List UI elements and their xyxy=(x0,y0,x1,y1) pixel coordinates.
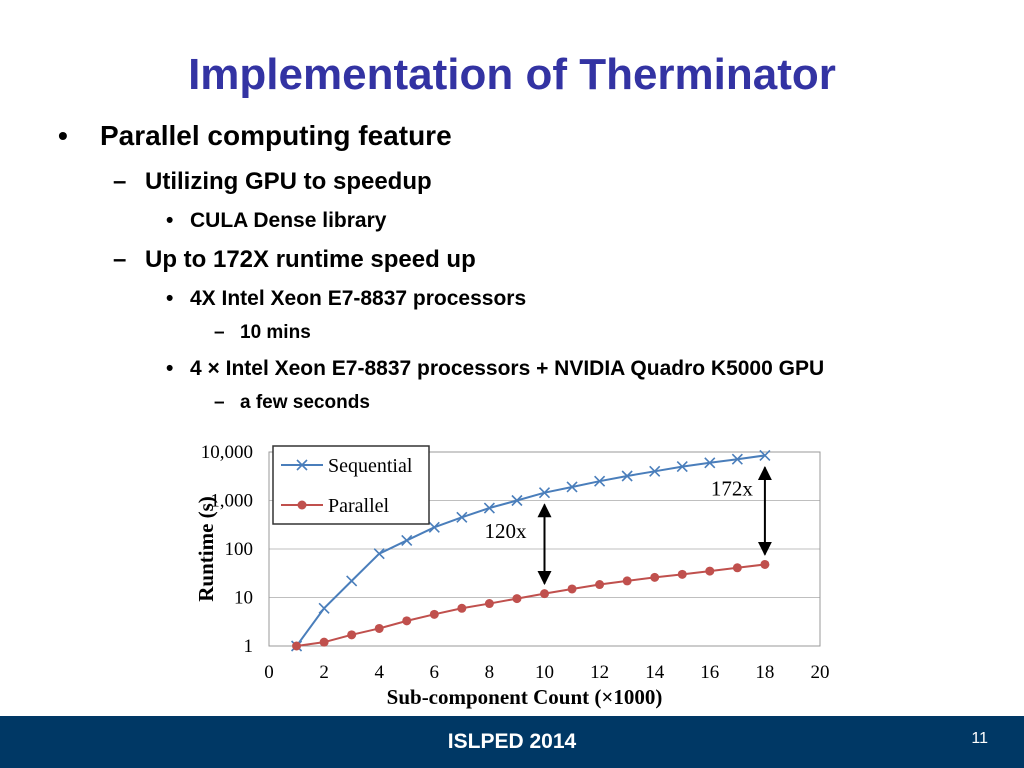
data-point-sequential xyxy=(676,461,688,473)
data-point-parallel xyxy=(760,559,770,569)
footer-bar: ISLPED 2014 11 xyxy=(0,716,1024,768)
bullet-speedup: – Up to 172X runtime speed up xyxy=(113,246,476,274)
bullet-few-seconds: – a few seconds xyxy=(214,392,370,414)
data-point-parallel xyxy=(705,566,715,576)
y-tick-label: 10,000 xyxy=(201,442,253,463)
data-point-sequential xyxy=(649,465,661,477)
data-point-parallel xyxy=(347,630,357,640)
data-point-sequential xyxy=(759,449,771,461)
data-point-sequential xyxy=(401,534,413,547)
legend-marker xyxy=(296,459,308,471)
bullet-marker: • xyxy=(166,357,174,380)
legend-box xyxy=(272,445,430,525)
bullet-marker: – xyxy=(214,392,225,413)
data-point-parallel xyxy=(292,641,302,651)
data-point-sequential xyxy=(511,494,523,507)
bullet-marker: • xyxy=(166,287,174,310)
y-tick-label: 1 xyxy=(244,636,254,657)
data-point-sequential xyxy=(538,487,551,499)
bullet-text: Utilizing GPU to speedup xyxy=(145,168,432,195)
speedup-label: 172x xyxy=(711,476,754,500)
conference-name: ISLPED 2014 xyxy=(447,730,577,753)
bullet-text: Up to 172X runtime speed up xyxy=(145,246,476,273)
data-point-sequential xyxy=(456,511,468,523)
bullet-text: 4X Intel Xeon E7-8837 processors xyxy=(190,287,527,310)
plot-frame xyxy=(268,451,821,647)
data-point-sequential xyxy=(621,470,633,482)
x-tick-label: 8 xyxy=(485,662,495,683)
x-tick-label: 10 xyxy=(535,662,554,683)
data-point-sequential xyxy=(346,575,358,587)
bullet-cpu-only: • 4X Intel Xeon E7-8837 processors xyxy=(166,287,527,311)
x-tick-label: 6 xyxy=(430,662,440,683)
x-tick-label: 20 xyxy=(811,662,830,683)
data-point-parallel xyxy=(484,599,494,609)
y-axis-label: Runtime (s) xyxy=(194,496,218,602)
data-point-parallel xyxy=(512,594,522,604)
x-axis-label: Sub-component Count (×1000) xyxy=(387,685,663,709)
data-point-sequential xyxy=(566,481,578,493)
x-tick-label: 12 xyxy=(590,662,609,683)
bullet-marker: – xyxy=(214,322,225,343)
data-point-sequential xyxy=(704,457,716,469)
x-tick-label: 16 xyxy=(700,662,719,683)
data-point-parallel xyxy=(677,569,687,579)
legend-label: Parallel xyxy=(328,495,390,517)
x-tick-label: 2 xyxy=(319,662,329,683)
legend-marker xyxy=(297,500,307,510)
runtime-chart: 1 10 100 1,000 10,000 0 2 4 6 8 10 12 14 16 18 20 120x… xyxy=(194,442,830,709)
speedup-label: 120x xyxy=(485,519,528,543)
bullet-parallel-computing: • Parallel computing feature xyxy=(58,120,452,152)
bullet-marker: – xyxy=(113,246,127,273)
data-point-parallel xyxy=(429,609,439,619)
data-point-parallel xyxy=(540,589,549,599)
bullet-text: a few seconds xyxy=(240,392,370,413)
x-tick-label: 14 xyxy=(645,662,665,683)
bullet-marker: • xyxy=(166,209,174,232)
bullet-marker: – xyxy=(113,168,127,195)
data-point-parallel xyxy=(622,576,632,586)
x-tick-label: 4 xyxy=(374,662,384,683)
bullet-text: CULA Dense library xyxy=(190,209,387,232)
x-tick-label: 18 xyxy=(755,662,774,683)
bullet-cula-dense: • CULA Dense library xyxy=(166,209,387,233)
series-line-parallel xyxy=(296,563,766,647)
data-point-parallel xyxy=(402,616,412,626)
data-point-sequential xyxy=(373,548,385,560)
data-point-parallel xyxy=(567,584,577,594)
data-point-sequential xyxy=(731,453,743,465)
page-number: 11 xyxy=(971,730,988,747)
bullet-marker: • xyxy=(58,120,68,151)
data-point-sequential xyxy=(483,502,495,514)
data-point-parallel xyxy=(374,623,384,633)
x-tick-label: 0 xyxy=(264,662,274,683)
data-point-parallel xyxy=(319,637,329,647)
data-point-parallel xyxy=(732,563,742,573)
y-tick-label: 1,000 xyxy=(210,491,253,512)
bullet-utilizing-gpu: – Utilizing GPU to speedup xyxy=(113,168,432,196)
data-point-parallel xyxy=(650,572,660,582)
slide-title: Implementation of Therminator xyxy=(188,50,836,99)
bullet-ten-mins: – 10 mins xyxy=(214,322,311,344)
bullet-text: Parallel computing feature xyxy=(100,120,452,151)
y-tick-label: 10 xyxy=(234,588,253,609)
data-point-sequential xyxy=(594,475,606,487)
data-point-sequential xyxy=(428,521,440,533)
bullet-text: 4 × Intel Xeon E7-8837 processors + NVID… xyxy=(190,357,825,380)
data-point-parallel xyxy=(595,580,605,590)
data-point-sequential xyxy=(318,602,330,614)
data-point-parallel xyxy=(457,603,467,613)
bullet-cpu-gpu: • 4 × Intel Xeon E7-8837 processors + NV… xyxy=(166,357,825,381)
y-tick-label: 100 xyxy=(225,539,254,560)
legend-label: Sequential xyxy=(328,455,413,477)
bullet-text: 10 mins xyxy=(240,322,311,343)
